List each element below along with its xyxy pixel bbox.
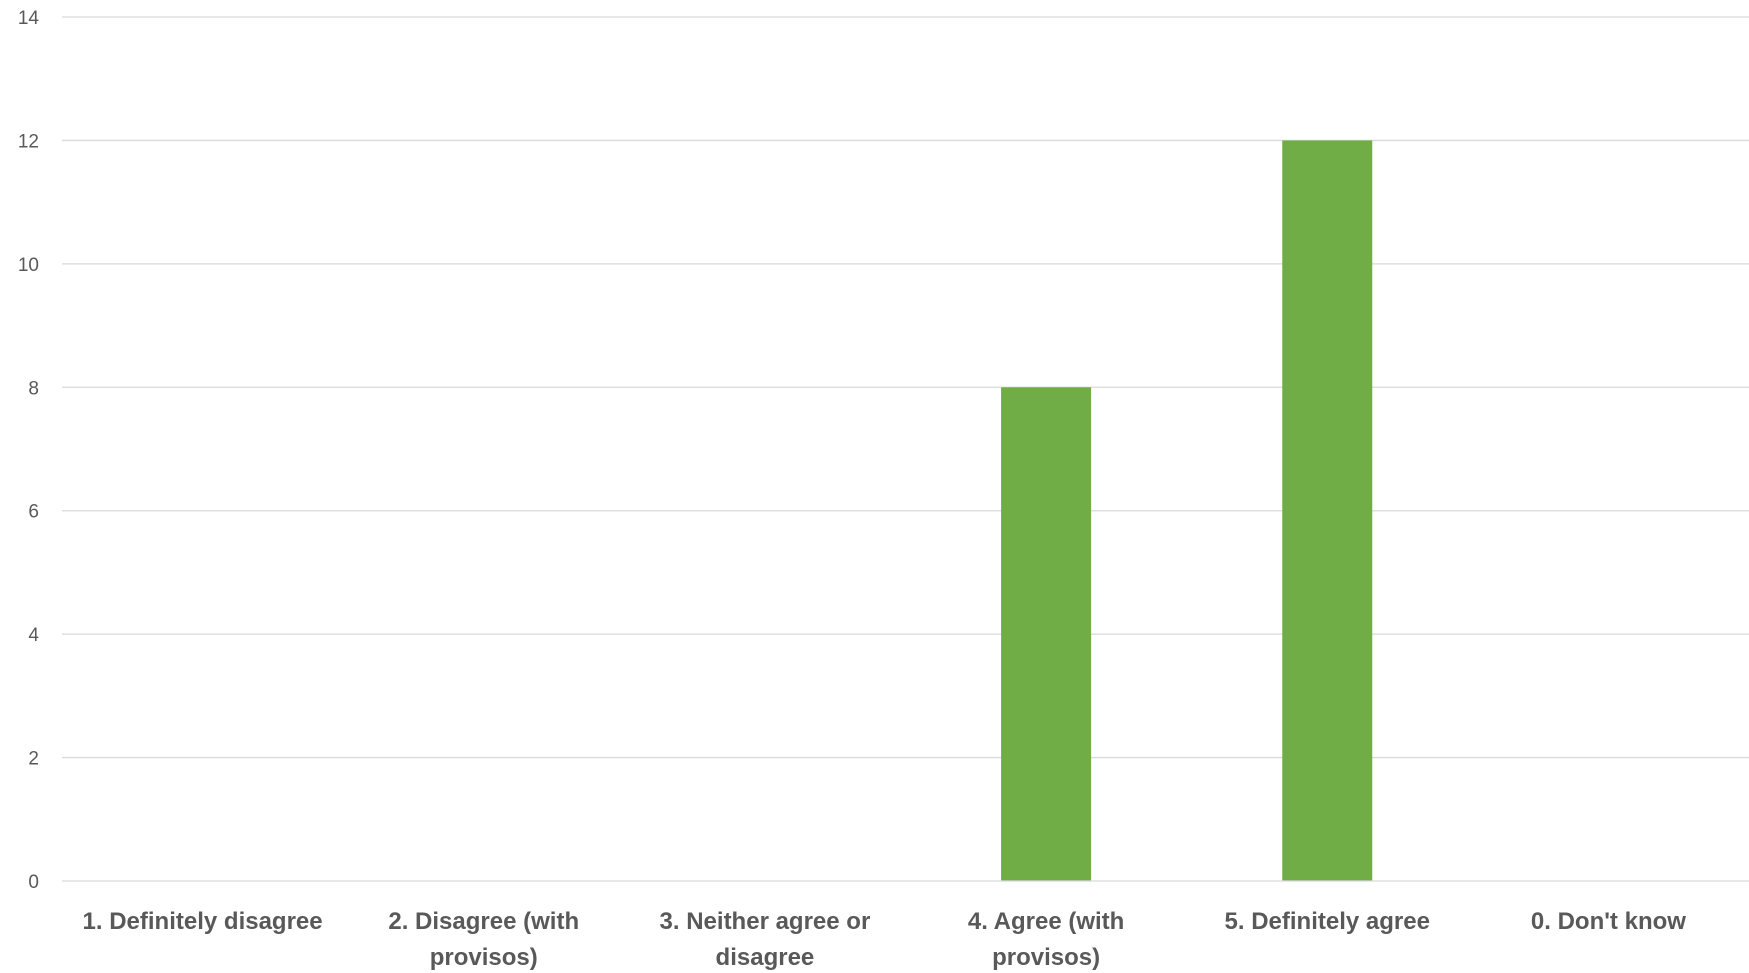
x-tick-label: 4. Agree (with [968, 908, 1124, 935]
bar [1001, 387, 1092, 881]
x-tick-label: 3. Neither agree or [660, 908, 871, 935]
gridlines [62, 16, 1749, 759]
bar [1282, 140, 1373, 881]
x-tick-label: provisos) [992, 944, 1100, 971]
y-tick-label: 14 [18, 8, 40, 29]
x-tick-label: provisos) [430, 944, 538, 971]
y-tick-label: 4 [28, 625, 39, 646]
x-tick-label: disagree [716, 944, 815, 971]
x-tick-label: 2. Disagree (with [388, 908, 579, 935]
x-tick-label: 1. Definitely disagree [83, 908, 323, 935]
y-tick-label: 8 [28, 378, 39, 399]
y-tick-label: 0 [28, 872, 39, 893]
x-tick-label: 0. Don't know [1531, 908, 1686, 935]
y-tick-label: 6 [28, 502, 39, 523]
x-tick-label: 5. Definitely agree [1225, 908, 1430, 935]
y-axis-tick-labels: 0 2 4 6 8 10 12 14 [18, 8, 40, 893]
x-axis-tick-labels: 1. Definitely disagree 2. Disagree (with p… [83, 908, 1687, 971]
y-tick-label: 12 [18, 131, 39, 152]
y-tick-label: 10 [18, 255, 39, 276]
y-tick-label: 2 [28, 749, 39, 770]
bars [1001, 140, 1373, 881]
